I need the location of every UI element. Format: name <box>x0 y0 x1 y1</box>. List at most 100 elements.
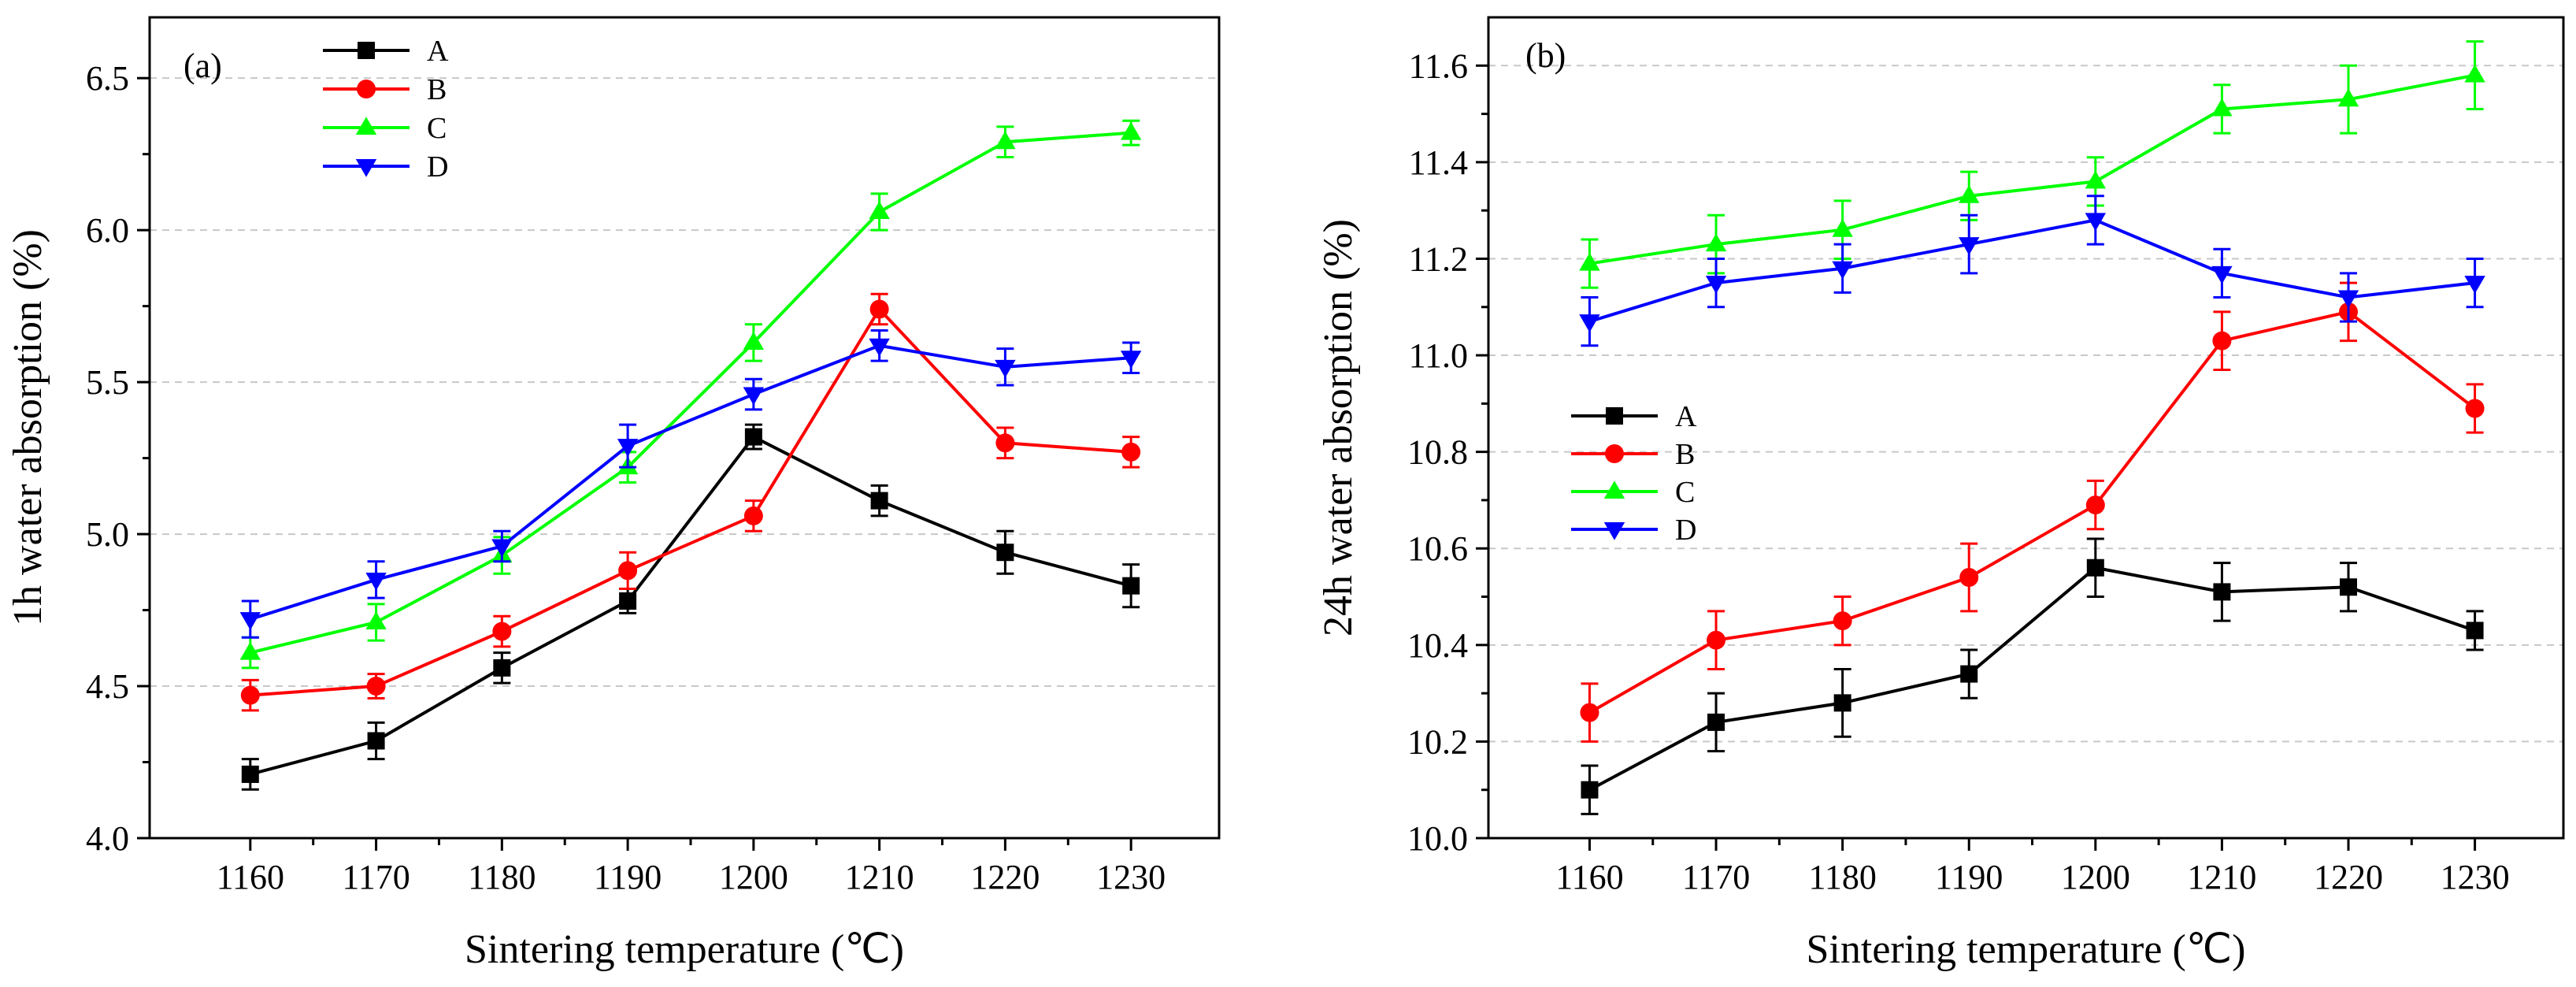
x-tick-label: 1200 <box>2061 858 2130 896</box>
legend-label: D <box>427 150 448 184</box>
series-D <box>239 329 1142 639</box>
x-axis-title: Sintering temperature (℃) <box>465 927 904 972</box>
data-point <box>2085 170 2107 189</box>
data-point <box>492 622 512 641</box>
data-point <box>618 561 638 581</box>
legend-marker <box>358 42 375 59</box>
series-D <box>1579 195 2485 347</box>
data-point <box>2466 622 2484 640</box>
data-point <box>2465 399 2485 418</box>
data-point <box>995 359 1016 378</box>
series-B <box>1580 281 2485 743</box>
series-C <box>1579 40 2485 289</box>
plot-frame <box>148 16 1221 840</box>
data-point <box>239 641 261 660</box>
y-tick-label: 11.2 <box>1409 239 1468 278</box>
data-point <box>1960 665 1978 683</box>
y-tick-label: 10.8 <box>1407 433 1468 472</box>
series-B <box>240 292 1141 712</box>
x-tick-label: 1160 <box>1555 858 1623 896</box>
data-point <box>1833 694 1851 712</box>
y-tick-label: 5.0 <box>86 515 129 554</box>
data-point <box>2340 578 2357 596</box>
series-line <box>250 343 1132 622</box>
data-point <box>1833 611 1852 631</box>
legend-marker <box>1606 407 1623 425</box>
series-line <box>1588 566 2476 792</box>
y-axis-title: 1h water absorption (%) <box>6 229 50 626</box>
series-line <box>1588 218 2475 324</box>
x-tick-label: 1230 <box>1096 858 1166 896</box>
y-tick-label: 11.4 <box>1409 143 1468 182</box>
data-point <box>365 572 387 591</box>
series-A <box>241 423 1140 791</box>
data-point <box>2086 558 2104 577</box>
x-tick-label: 1170 <box>1682 858 1750 896</box>
data-point <box>1120 121 1142 140</box>
data-point <box>1832 218 1853 237</box>
data-point <box>240 685 260 705</box>
x-tick-label: 1220 <box>2314 858 2383 896</box>
data-point <box>1120 351 1142 369</box>
data-point <box>2337 290 2359 309</box>
data-point <box>1580 703 1599 722</box>
data-point <box>241 765 259 783</box>
data-point <box>995 433 1015 453</box>
data-point <box>366 677 386 696</box>
data-point <box>2213 583 2231 601</box>
x-tick-label: 1190 <box>1935 858 2003 896</box>
legend-marker <box>357 80 376 98</box>
x-tick-label: 1180 <box>468 858 536 896</box>
legend-label: C <box>1675 476 1695 509</box>
y-tick-label: 10.4 <box>1407 626 1468 665</box>
data-point <box>1579 252 1600 271</box>
legend-marker <box>355 159 377 177</box>
data-point <box>239 612 261 630</box>
data-point <box>1959 237 1980 255</box>
y-tick-label: 10.0 <box>1407 819 1468 858</box>
y-tick-label: 6.5 <box>86 59 129 98</box>
legend-marker <box>1603 481 1625 499</box>
data-point <box>869 299 889 319</box>
data-point <box>619 592 637 610</box>
series-line <box>250 435 1132 776</box>
y-tick-label: 6.0 <box>86 211 129 250</box>
data-point <box>617 439 639 457</box>
series-line <box>250 131 1132 655</box>
legend-label: C <box>427 112 447 145</box>
x-tick-label: 1230 <box>2441 858 2510 896</box>
panel-label: (a) <box>183 46 222 85</box>
y-tick-label: 4.0 <box>86 819 129 858</box>
panel-a: 4.0 4.5 5.0 5.5 6.0 6.5 1160 1170 1180 1190 1200 12… <box>6 16 1221 972</box>
data-point <box>1705 233 1727 252</box>
y-tick-label: 5.5 <box>86 363 129 402</box>
data-point <box>1959 184 1980 203</box>
panel-label: (b) <box>1525 36 1566 75</box>
data-point <box>491 539 513 558</box>
data-point <box>743 332 765 350</box>
data-point <box>995 131 1016 150</box>
x-tick-label: 1200 <box>719 858 788 896</box>
data-point <box>2211 98 2233 117</box>
data-point <box>1579 314 1600 332</box>
data-point <box>1122 577 1140 595</box>
legend-marker <box>1605 444 1624 463</box>
x-tick-label: 1190 <box>594 858 662 896</box>
x-tick-label: 1210 <box>2187 858 2256 896</box>
y-tick-label: 10.6 <box>1407 529 1468 568</box>
legend-label: A <box>1675 400 1697 433</box>
y-tick-label: 4.5 <box>86 667 129 706</box>
data-point <box>996 544 1014 562</box>
y-tick-label: 11.6 <box>1409 46 1468 85</box>
data-point <box>1832 261 1853 280</box>
panel-b: 10.0 10.2 10.4 10.6 10.8 11.0 11.2 11.4 11.6 1160… <box>1316 16 2565 972</box>
y-tick-label: 11.0 <box>1409 336 1468 375</box>
legend-marker <box>1603 522 1625 540</box>
data-point <box>1705 276 1727 294</box>
data-point <box>1581 781 1599 799</box>
y-tick-label: 10.2 <box>1407 722 1468 761</box>
data-point <box>2085 213 2107 232</box>
series-line <box>1588 310 2476 714</box>
data-point <box>1707 713 1725 731</box>
